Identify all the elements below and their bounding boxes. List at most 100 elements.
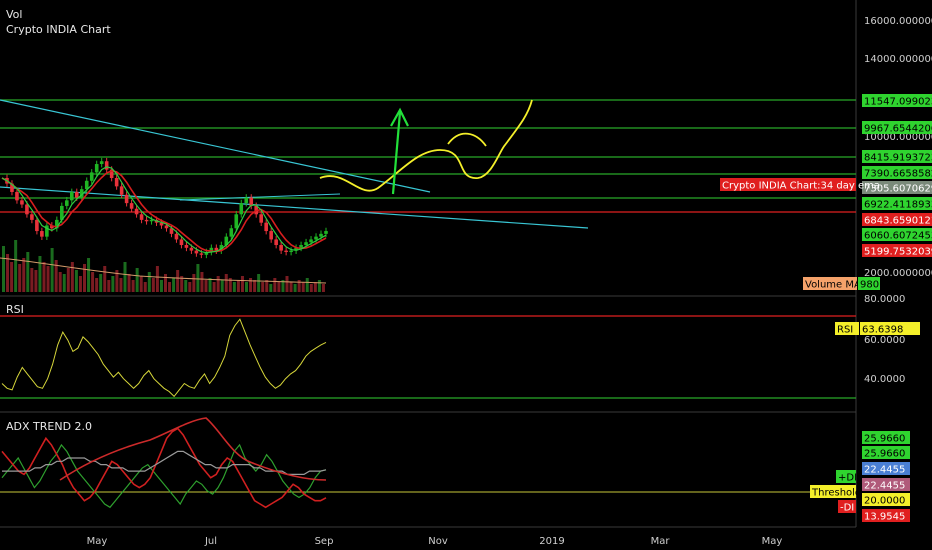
- candle-body: [294, 247, 298, 251]
- volume-bar: [58, 272, 62, 292]
- candle-body: [144, 219, 149, 222]
- candle-body: [79, 189, 84, 198]
- volume-bar: [317, 280, 321, 292]
- volume-bar: [309, 284, 313, 292]
- candle-body: [25, 204, 29, 215]
- candle-body: [124, 194, 129, 204]
- volume-bar: [135, 268, 139, 292]
- volume-bar: [305, 278, 309, 292]
- price-candles: [5, 157, 328, 259]
- candle-body: [269, 231, 273, 240]
- candle-body: [264, 222, 268, 232]
- candle-body: [65, 200, 69, 206]
- volume-bar: [277, 282, 281, 292]
- volume-bar: [253, 280, 257, 292]
- volume-bar: [10, 262, 14, 292]
- adx-pane-title: ADX TREND 2.0: [6, 420, 93, 433]
- candle-body: [239, 203, 244, 215]
- ema-line: [1, 170, 327, 253]
- candle-body: [234, 214, 239, 229]
- svg-text:6922.41189334: 6922.41189334: [864, 200, 932, 211]
- ema-legend-tag: Crypto INDIA Chart:34 day ema: [720, 178, 880, 192]
- svg-text:5199.75320391: 5199.75320391: [864, 247, 932, 258]
- volume-bar: [188, 282, 192, 292]
- candle-body: [35, 219, 39, 232]
- volume-bar: [99, 274, 103, 292]
- svg-text:-DI: -DI: [840, 503, 854, 514]
- adx-level-tag: 20.0000: [862, 493, 910, 507]
- volume-bar: [228, 278, 232, 292]
- candle-body: [129, 203, 134, 209]
- volume-bar: [249, 278, 253, 292]
- volume-bar: [301, 282, 305, 292]
- x-tick-label: May: [87, 536, 108, 547]
- volume-bar: [261, 282, 265, 292]
- volume-bar: [232, 282, 236, 292]
- candle-body: [244, 197, 249, 204]
- candle-body: [299, 245, 303, 248]
- volume-bar: [50, 248, 54, 292]
- adx-series-line: [1, 443, 327, 509]
- volume-bar: [200, 272, 204, 292]
- candle-body: [249, 197, 254, 206]
- volume-ma-value-tag: 980: [858, 277, 880, 291]
- volume-bar: [14, 240, 18, 292]
- candle-body: [194, 250, 199, 254]
- volume-bar: [273, 278, 277, 292]
- adx-level-tag: 22.4455: [862, 462, 910, 476]
- volume-bar: [321, 284, 325, 292]
- price-level-tag: 8415.91937233: [862, 150, 932, 164]
- support-line: [179, 193, 341, 201]
- projection-arrow-shaft: [391, 111, 402, 195]
- svg-text:25.9660: 25.9660: [864, 434, 905, 445]
- svg-text:7305.60706299: 7305.60706299: [864, 184, 932, 195]
- trend-line-lower: [0, 186, 589, 229]
- volume-bar: [87, 258, 91, 292]
- volume-bar: [83, 264, 86, 292]
- svg-text:Volume MA: Volume MA: [805, 280, 861, 291]
- candle-body: [99, 161, 104, 165]
- candle-body: [289, 250, 293, 253]
- candle-body: [219, 245, 224, 251]
- svg-text:Crypto INDIA Chart:34 day ema: Crypto INDIA Chart:34 day ema: [722, 181, 880, 192]
- candle-body: [55, 219, 59, 229]
- volume-bar: [38, 256, 42, 292]
- volume-bar: [289, 282, 293, 292]
- volume-bar: [265, 280, 269, 292]
- candle-body: [114, 177, 119, 187]
- candle-body: [279, 245, 283, 251]
- rsi-y-tick-label: 40.0000: [864, 374, 905, 385]
- candle-body: [10, 183, 14, 192]
- candle-body: [319, 233, 323, 237]
- candle-body: [304, 242, 308, 246]
- price-level-tag: 7390.66585823: [862, 166, 932, 180]
- svg-text:25.9660: 25.9660: [864, 449, 905, 460]
- candle-body: [224, 236, 229, 246]
- svg-text:63.6398: 63.6398: [862, 325, 903, 336]
- volume-bar: [236, 280, 240, 292]
- volume-bar: [26, 252, 30, 292]
- price-level-tag: 11547.09902349: [862, 94, 932, 108]
- adx-plus-di-tag: +DI: [836, 470, 857, 484]
- svg-text:6060.60724535: 6060.60724535: [864, 231, 932, 242]
- volume-bar: [151, 278, 155, 292]
- volume-bar: [224, 274, 228, 292]
- svg-text:+DI: +DI: [838, 473, 857, 484]
- rsi-line: [1, 318, 327, 398]
- y-tick-label: 16000.00000000: [864, 16, 932, 27]
- volume-bar: [220, 280, 224, 292]
- svg-text:980: 980: [860, 280, 879, 291]
- candle-body: [309, 239, 313, 243]
- adx-threshold-tag: Threshold: [810, 485, 861, 499]
- price-level-tag: 6060.60724535: [862, 228, 932, 242]
- candle-body: [50, 225, 54, 229]
- candle-body: [274, 239, 278, 246]
- candle-body: [30, 214, 34, 220]
- price-level-tag: 9967.65442069: [862, 121, 932, 135]
- candle-body: [184, 245, 189, 248]
- volume-bar: [159, 280, 163, 292]
- adx-level-tag: 22.4455: [862, 478, 910, 492]
- adx-minus-di-tag: -DI: [838, 500, 856, 514]
